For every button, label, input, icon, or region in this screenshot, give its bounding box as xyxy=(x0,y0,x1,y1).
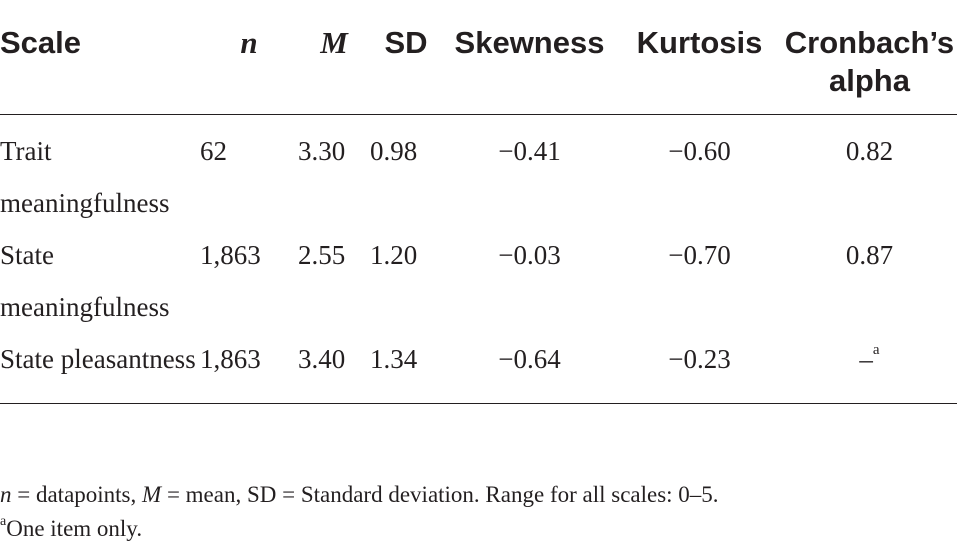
table-notes: n = datapoints, M = mean, SD = Standard … xyxy=(0,478,719,546)
table-row: State meaningfulness 1,863 2.55 1.20 −0.… xyxy=(0,229,957,333)
cell-kurtosis: −0.23 xyxy=(668,344,731,374)
cell-kurtosis: −0.60 xyxy=(668,136,731,166)
note-text-a: = datapoints, xyxy=(11,482,143,507)
header-row: Scale n M SD Skewness Kurtosis Cronbach’… xyxy=(0,0,957,115)
note-footnote-a: aOne item only. xyxy=(0,512,719,546)
header-mean: M xyxy=(320,25,348,60)
cell-scale: State meaningfulness xyxy=(0,240,170,322)
header-n: n xyxy=(240,25,258,60)
cell-alpha: –a xyxy=(782,333,957,404)
cell-alpha-footnote: a xyxy=(872,342,880,358)
header-sd: SD xyxy=(384,25,428,60)
cell-mean: 3.40 xyxy=(298,344,346,374)
header-cronbachs-alpha: Cronbach’s alpha xyxy=(784,25,955,98)
table-row: State pleasantness 1,863 3.40 1.34 −0.64… xyxy=(0,333,957,404)
cell-n: 1,863 xyxy=(200,344,261,374)
cell-sd: 1.34 xyxy=(370,344,418,374)
descriptive-statistics-table: Scale n M SD Skewness Kurtosis Cronbach’… xyxy=(0,0,957,404)
cell-skewness: −0.41 xyxy=(498,136,561,166)
note-abbreviations: n = datapoints, M = mean, SD = Standard … xyxy=(0,478,719,512)
cell-sd: 1.20 xyxy=(370,240,418,270)
cell-alpha-value: 0.82 xyxy=(845,136,894,166)
cell-alpha: 0.87 xyxy=(782,229,957,333)
cell-scale: Trait meaningfulness xyxy=(0,136,170,218)
cell-sd: 0.98 xyxy=(370,136,418,166)
header-kurtosis: Kurtosis xyxy=(636,25,763,60)
descriptive-statistics-table-container: Scale n M SD Skewness Kurtosis Cronbach’… xyxy=(0,0,957,404)
cell-skewness: −0.03 xyxy=(498,240,561,270)
cell-alpha-value: 0.87 xyxy=(845,240,894,270)
note-footnote-text: One item only. xyxy=(6,516,143,541)
note-footnote-marker: a xyxy=(0,514,7,529)
cell-alpha: 0.82 xyxy=(782,115,957,230)
note-n-symbol: n xyxy=(0,482,12,507)
cell-n: 1,863 xyxy=(200,240,261,270)
table-row: Trait meaningfulness 62 3.30 0.98 −0.41 … xyxy=(0,115,957,230)
header-skewness: Skewness xyxy=(454,25,605,60)
cell-mean: 3.30 xyxy=(298,136,346,166)
cell-alpha-value: – xyxy=(859,344,873,374)
cell-scale: State pleasantness xyxy=(0,344,196,374)
cell-n: 62 xyxy=(200,136,227,166)
header-scale: Scale xyxy=(0,25,82,60)
note-m-symbol: M xyxy=(142,482,162,507)
note-text-b: = mean, SD = Standard deviation. Range f… xyxy=(161,482,719,507)
cell-skewness: −0.64 xyxy=(498,344,561,374)
cell-mean: 2.55 xyxy=(298,240,346,270)
cell-kurtosis: −0.70 xyxy=(668,240,731,270)
